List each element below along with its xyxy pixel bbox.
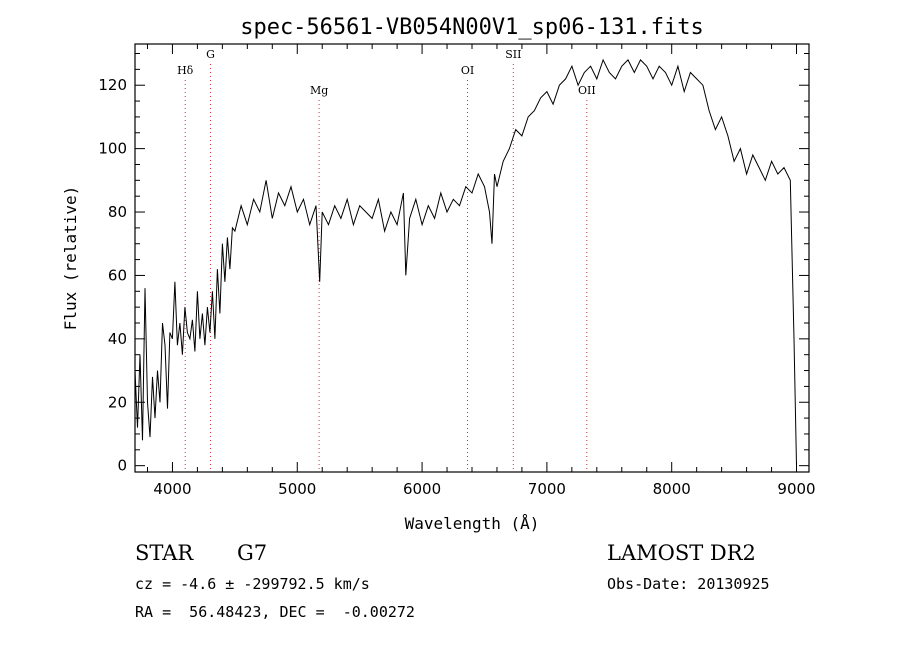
spectrum-chart: spec-56561-VB054N00V1_sp06-131.fits Hδ G M… [61, 15, 816, 533]
coordinates: RA = 56.48423, DEC = -0.00272 [135, 603, 415, 621]
y-tick-label: 0 [117, 457, 127, 475]
x-axis-label: Wavelength (Å) [405, 514, 540, 533]
spectral-line-label: Mg [310, 84, 328, 97]
plot-frame [134, 43, 810, 473]
chart-title: spec-56561-VB054N00V1_sp06-131.fits [240, 15, 704, 40]
y-tick-label: 20 [108, 393, 127, 411]
x-tick-label: 4000 [153, 480, 191, 498]
series-layer [134, 58, 797, 466]
spectral-line-label: G [206, 48, 215, 61]
y-axis-ticks: 0 20 40 60 80 100 120 [98, 53, 809, 475]
x-tick-label: 6000 [403, 480, 441, 498]
x-tick-label: 7000 [528, 480, 566, 498]
x-tick-label: 8000 [653, 480, 691, 498]
spectrum-series-0 [134, 58, 797, 466]
y-tick-label: 120 [98, 76, 127, 94]
y-tick-label: 80 [108, 203, 127, 221]
object-subclass: G7 [237, 541, 268, 565]
y-tick-label: 100 [98, 140, 127, 158]
x-tick-label: 5000 [278, 480, 316, 498]
spectral-line-label: OII [578, 84, 596, 97]
object-class: STAR [135, 541, 194, 565]
data-release: LAMOST DR2 [607, 541, 756, 565]
x-tick-label: 9000 [777, 480, 815, 498]
spectral-line-label: OI [461, 64, 474, 77]
y-tick-label: 40 [108, 330, 127, 348]
y-tick-label: 60 [108, 266, 127, 284]
observation-date: Obs-Date: 20130925 [607, 575, 770, 593]
x-axis-ticks: 4000 5000 6000 7000 8000 9000 [146, 44, 816, 498]
redshift-cz: cz = -4.6 ± -299792.5 km/s [135, 575, 370, 593]
y-axis-label: Flux (relative) [61, 186, 80, 331]
spectral-line-label: Hδ [177, 64, 194, 77]
spectral-line-label: SII [505, 48, 521, 61]
spectral-line-markers: Hδ G Mg OI SII OII [177, 48, 596, 472]
